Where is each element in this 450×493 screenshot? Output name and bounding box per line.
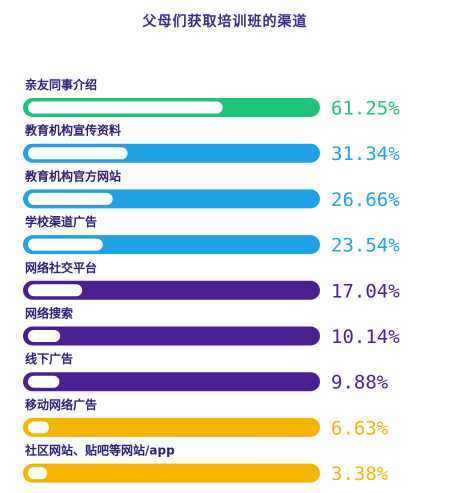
value-label: 17.04% <box>331 280 400 302</box>
bar-row: 教育机构宣传资料 31.34% <box>23 123 400 165</box>
bar-fill <box>28 421 50 434</box>
value-label: 61.25% <box>331 98 400 120</box>
category-label: 社区网站、贴吧等网站/app <box>24 443 175 458</box>
value-label: 31.34% <box>331 143 400 165</box>
category-label: 亲友同事介绍 <box>25 77 97 92</box>
bar-row: 网络社交平台 17.04% <box>23 260 400 302</box>
chart-title: 父母们获取培训班的渠道 <box>142 14 308 30</box>
value-label: 3.38% <box>331 463 389 485</box>
value-label: 6.63% <box>331 417 389 439</box>
category-label: 教育机构宣传资料 <box>24 123 121 138</box>
bar-fill <box>28 192 113 205</box>
bar-row: 社区网站、贴吧等网站/app 3.38% <box>23 443 389 485</box>
category-label: 移动网络广告 <box>25 397 97 412</box>
bar-fill <box>28 147 128 160</box>
bar-row: 移动网络广告 6.63% <box>23 397 389 439</box>
bar-fill <box>28 467 48 480</box>
category-label: 教育机构官方网站 <box>24 168 121 183</box>
category-label: 学校渠道广告 <box>25 214 97 229</box>
bar-row: 网络搜索 10.14% <box>23 306 400 348</box>
bar-row: 教育机构官方网站 26.66% <box>23 168 400 211</box>
bar-fill <box>28 375 60 388</box>
category-label: 网络搜索 <box>25 306 73 321</box>
bar-fill <box>28 101 223 114</box>
bar-row: 亲友同事介绍 61.25% <box>23 77 400 120</box>
bar-fill <box>28 284 83 297</box>
bar-track <box>23 417 320 437</box>
bar-track <box>23 372 320 392</box>
category-label: 线下广告 <box>25 351 73 366</box>
value-label: 9.88% <box>331 372 389 394</box>
value-label: 10.14% <box>331 326 400 348</box>
category-label: 网络社交平台 <box>25 260 97 275</box>
bar-fill <box>28 238 103 251</box>
bar-fill <box>28 330 61 342</box>
value-label: 26.66% <box>331 189 400 211</box>
bar-track <box>23 326 320 346</box>
bar-track <box>23 463 320 483</box>
bar-track <box>23 280 320 300</box>
bar-row: 线下广告 9.88% <box>23 351 389 394</box>
value-label: 23.54% <box>331 235 400 257</box>
bar-row: 学校渠道广告 23.54% <box>23 214 400 257</box>
